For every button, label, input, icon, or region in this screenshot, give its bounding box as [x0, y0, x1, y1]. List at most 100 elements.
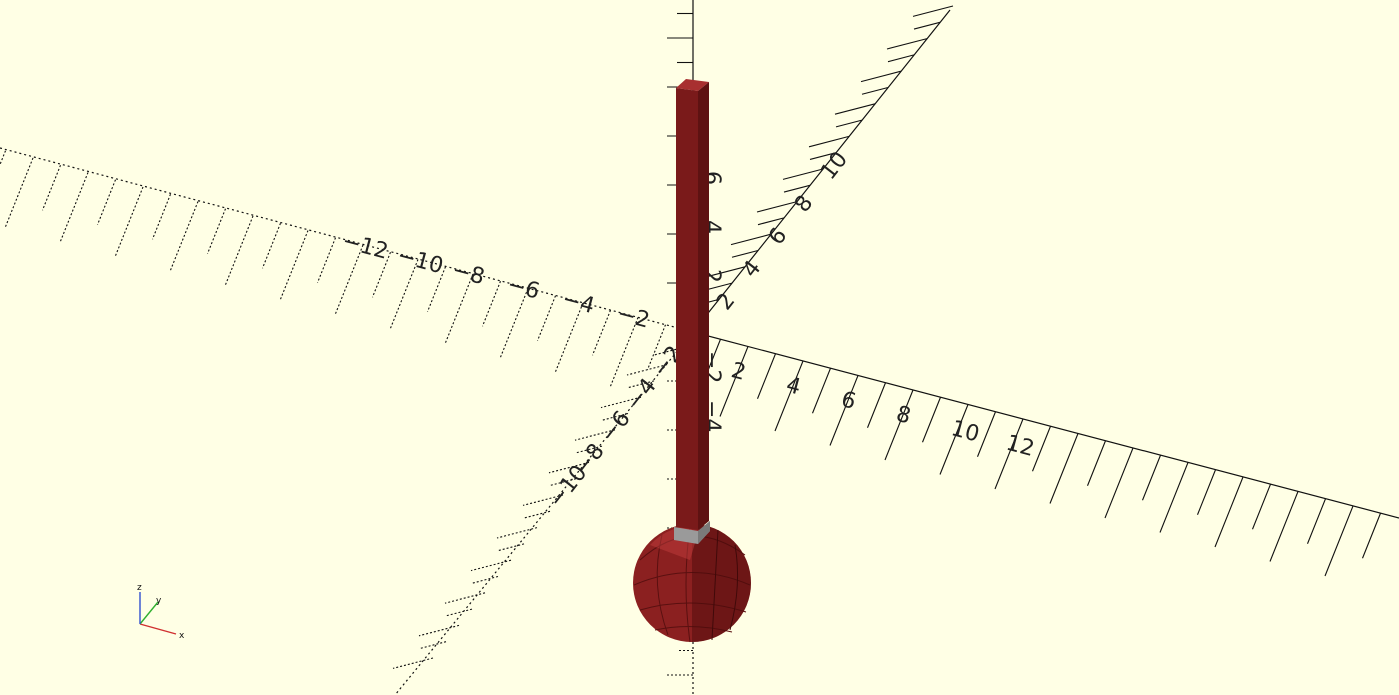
x-axis-positive: [692, 331, 1399, 519]
x-axis-tick-label: −4: [559, 287, 597, 320]
y-axis-tick: [782, 168, 824, 180]
x-axis-tick: [444, 273, 474, 345]
y-axis-tick-label: 4: [738, 256, 766, 282]
x-axis-tick: [279, 230, 309, 301]
axis-ticks: [0, 5, 1382, 676]
y-axis-tick: [548, 461, 590, 474]
x-axis-tick: [371, 252, 392, 298]
y-axis-tick: [887, 54, 915, 63]
x-axis-tick: [261, 223, 282, 269]
y-axis-tick: [860, 70, 902, 83]
x-axis-tick: [609, 317, 639, 388]
y-axis-tick: [522, 494, 564, 506]
y-axis-tick: [574, 429, 616, 441]
y-axis-tick: [575, 445, 603, 454]
x-axis-tick: [811, 368, 832, 414]
x-axis-tick: [1361, 513, 1382, 559]
y-axis-tick: [471, 575, 499, 584]
y-axis-tick-label: 10: [816, 147, 853, 184]
x-axis-tick: [206, 208, 227, 254]
x-axis-tick: [426, 266, 447, 312]
gizmo-x-line: [139, 623, 177, 635]
y-axis-tick: [834, 103, 876, 115]
y-axis-tick: [418, 624, 460, 637]
x-axis-tick-label: 12: [1003, 431, 1037, 462]
x-axis-tick: [756, 353, 777, 399]
y-axis-positive: [692, 9, 951, 333]
axis-gizmo: x y z: [137, 583, 185, 641]
x-axis-tick: [554, 302, 584, 374]
y-axis-tick: [705, 282, 733, 291]
y-axis-tick-label: −6: [596, 407, 636, 448]
y-axis-tick: [601, 412, 629, 421]
x-axis-tick: [59, 172, 89, 243]
x-axis-tick-label: −12: [339, 229, 390, 265]
y-axis-tick: [626, 364, 668, 376]
x-axis-tick: [976, 411, 997, 457]
x-axis-tick: [829, 375, 859, 446]
x-axis-tick: [1251, 484, 1272, 530]
y-axis-tick: [861, 86, 889, 95]
y-axis-tick: [835, 119, 863, 128]
y-axis-tick: [497, 543, 525, 552]
x-axis-tick: [719, 346, 749, 417]
x-axis-tick: [1049, 433, 1079, 504]
y-axis-tick: [653, 347, 681, 356]
x-axis-tick: [169, 201, 199, 272]
x-axis-tick: [224, 215, 254, 287]
x-axis-tick: [1214, 476, 1244, 548]
x-axis-tick: [96, 179, 117, 225]
y-axis-tick: [808, 135, 850, 148]
gizmo-z-label: z: [137, 583, 142, 593]
gizmo-y-label: y: [156, 596, 162, 606]
model-post[interactable]: [674, 79, 710, 544]
y-axis-tick: [444, 592, 486, 604]
y-axis-tick-label: 6: [764, 223, 792, 249]
x-axis-tick: [1031, 426, 1052, 472]
x-axis-tick: [536, 295, 557, 341]
x-axis-tick: [389, 259, 419, 330]
x-axis-tick-label: −10: [394, 243, 445, 279]
gizmo-x-label: x: [179, 631, 185, 641]
y-axis-negative: [394, 331, 694, 695]
y-axis-tick-label: 2: [712, 289, 740, 315]
x-axis-tick: [921, 397, 942, 443]
x-axis-tick: [591, 310, 612, 356]
y-axis-tick: [627, 380, 655, 389]
y-axis-tick-label: −4: [622, 374, 662, 415]
x-axis-tick: [334, 244, 364, 316]
y-axis-tick: [757, 217, 785, 226]
y-axis-tick: [731, 249, 759, 258]
x-axis-tick: [151, 194, 172, 240]
x-axis-tick: [939, 404, 969, 475]
y-axis-tick: [523, 510, 551, 519]
x-axis-tick-label: −6: [504, 272, 542, 305]
y-axis-tick: [419, 641, 447, 649]
y-axis-tick: [445, 608, 473, 617]
y-axis-tick: [730, 233, 772, 246]
x-axis-tick: [0, 150, 7, 166]
y-axis-tick: [809, 152, 837, 160]
x-axis-tick-label: 2: [728, 358, 748, 386]
x-axis-tick: [316, 237, 337, 283]
x-axis-tick: [1086, 440, 1107, 486]
x-axis-tick: [1104, 447, 1134, 519]
y-axis-tick: [549, 478, 577, 486]
y-axis-tick: [704, 266, 746, 278]
x-axis-tick: [884, 389, 914, 461]
x-axis-tick: [866, 382, 887, 428]
x-axis-tick-label: 4: [783, 373, 803, 401]
x-axis-tick-label: −2: [614, 301, 652, 334]
y-axis-tick: [600, 396, 642, 409]
x-axis-tick: [1196, 469, 1217, 515]
x-axis-tick: [774, 360, 804, 432]
x-axis-tick-label: 8: [893, 402, 913, 430]
gizmo-y-line: [139, 601, 159, 625]
x-axis-tick-label: −8: [449, 258, 487, 291]
x-axis-tick: [1159, 462, 1189, 533]
y-axis-tick: [886, 38, 928, 50]
y-axis-tick-label: 8: [790, 191, 818, 217]
y-axis-tick: [912, 5, 954, 17]
